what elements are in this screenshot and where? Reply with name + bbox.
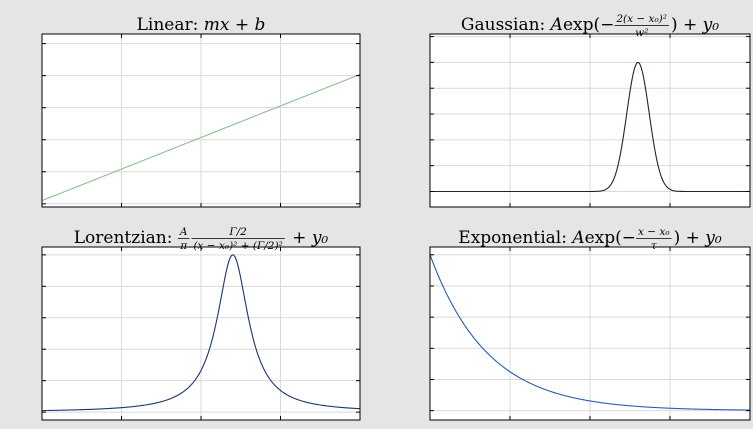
chart-title: Lorentzian: Aπ Γ/2 (x − x₀)² + (Γ/2)² + y₀	[74, 226, 329, 252]
title-text: Linear:	[137, 15, 204, 35]
series-line	[430, 254, 750, 411]
title-text: y₀	[311, 228, 329, 248]
title-fraction-numerator: A	[179, 226, 188, 238]
chart-title: Linear: mx + b	[137, 15, 266, 35]
title-text: (−	[593, 15, 614, 35]
title-fraction-denominator: π	[179, 240, 188, 252]
title-fraction-numerator: Γ/2	[228, 226, 247, 238]
title-fraction-numerator: 2(x − x₀)²	[615, 13, 667, 25]
title-text: exp	[585, 228, 616, 248]
title-fraction-numerator: x − x₀	[638, 226, 670, 238]
title-text: A	[570, 228, 584, 248]
title-text: +	[229, 15, 254, 35]
title-text: (−	[615, 228, 636, 248]
title-text: ) +	[674, 228, 706, 248]
title-fraction-denominator: τ	[651, 240, 657, 252]
title-text: +	[287, 228, 312, 248]
title-text: ) +	[671, 15, 703, 35]
title-text: A	[549, 15, 563, 35]
title-text: Gaussian:	[461, 15, 551, 35]
title-text: mx	[204, 15, 230, 35]
series-line	[430, 61, 750, 193]
title-text: exp	[563, 15, 594, 35]
title-text: Lorentzian:	[74, 228, 178, 248]
title-text: b	[255, 15, 266, 35]
series-line	[42, 254, 360, 412]
title-text: Exponential:	[458, 228, 572, 248]
chart-panel-3: Lorentzian: Aπ Γ/2 (x − x₀)² + (Γ/2)² + y₀	[41, 226, 361, 421]
title-fraction-denominator: w²	[635, 27, 648, 39]
title-text: y₀	[702, 15, 720, 35]
series-line	[42, 73, 360, 202]
chart-panel-1: Linear: mx + b	[41, 15, 361, 208]
title-fraction-denominator: (x − x₀)² + (Γ/2)²	[193, 240, 282, 252]
title-text: y₀	[704, 228, 722, 248]
